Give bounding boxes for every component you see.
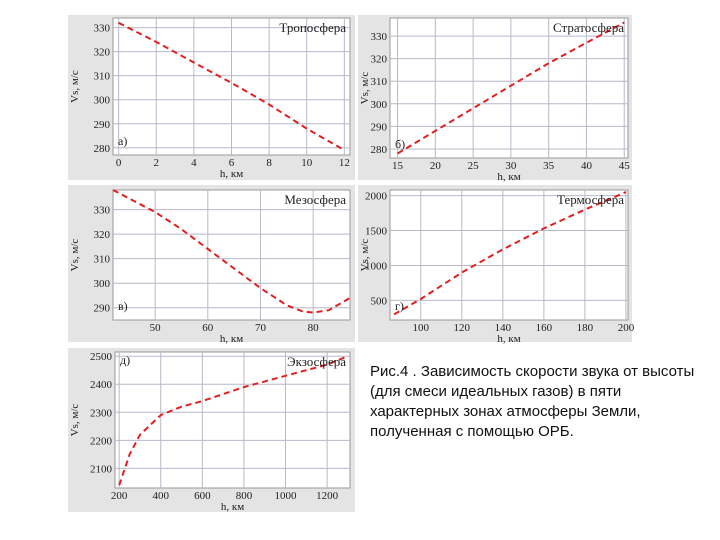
y-tick-label: 320: [94, 229, 111, 241]
x-tick-label: 12: [339, 157, 350, 169]
x-tick-label: 20: [430, 160, 442, 172]
x-tick-label: 160: [536, 322, 553, 334]
x-tick-label: 35: [543, 160, 555, 172]
y-tick-label: 290: [94, 119, 111, 131]
y-tick-label: 320: [94, 47, 111, 59]
x-tick-label: 80: [308, 322, 320, 334]
y-axis-label: Vs, м/с: [69, 239, 81, 272]
chart-title: Термосфера: [557, 192, 624, 207]
x-axis-label: h, км: [497, 333, 520, 345]
y-tick-label: 330: [371, 31, 388, 43]
chart-title: Экзосфера: [287, 354, 346, 369]
panel-label: в): [118, 299, 128, 313]
y-tick-label: 2500: [90, 351, 113, 363]
data-line: [118, 21, 345, 152]
x-tick-label: 8: [266, 157, 272, 169]
y-axis-label: Vs, м/с: [359, 239, 371, 272]
x-axis-label: h, км: [220, 168, 243, 180]
y-tick-label: 310: [371, 76, 388, 88]
y-tick-label: 1500: [365, 226, 388, 238]
x-tick-label: 2: [154, 157, 160, 169]
y-tick-label: 2400: [90, 379, 113, 391]
y-tick-label: 290: [94, 303, 111, 315]
data-line: [393, 191, 627, 316]
x-tick-label: 200: [111, 490, 128, 502]
x-tick-label: 40: [581, 160, 593, 172]
x-tick-label: 100: [413, 322, 430, 334]
y-tick-label: 2200: [90, 435, 113, 447]
x-tick-label: 800: [236, 490, 253, 502]
plot-area: [389, 189, 629, 321]
panel-label: б): [395, 137, 405, 151]
x-tick-label: 1000: [275, 490, 298, 502]
x-tick-label: 400: [153, 490, 170, 502]
x-tick-label: 6: [229, 157, 235, 169]
x-tick-label: 140: [495, 322, 512, 334]
panel-label: а): [118, 134, 127, 148]
x-tick-label: 15: [392, 160, 404, 172]
y-tick-label: 500: [371, 295, 388, 307]
data-line: [112, 189, 351, 314]
data-line: [118, 355, 349, 486]
y-axis-label: Vs, м/с: [359, 72, 371, 105]
x-tick-label: 1200: [316, 490, 339, 502]
x-axis-label: h, км: [497, 171, 520, 183]
x-axis-label: h, км: [220, 333, 243, 345]
y-tick-label: 290: [371, 121, 388, 133]
caption: Рис.4 . Зависимость скорости звука от вы…: [370, 363, 695, 440]
x-tick-label: 600: [194, 490, 211, 502]
plot-area: [114, 351, 351, 489]
x-tick-label: 50: [150, 322, 162, 334]
x-tick-label: 200: [618, 322, 635, 334]
x-axis-label: h, км: [221, 501, 244, 513]
x-tick-label: 120: [454, 322, 471, 334]
y-tick-label: 300: [371, 99, 388, 111]
y-tick-label: 300: [94, 95, 111, 107]
chart-title: Тропосфера: [279, 20, 346, 35]
y-tick-label: 300: [94, 278, 111, 290]
x-tick-label: 45: [619, 160, 631, 172]
y-tick-label: 280: [94, 143, 111, 155]
chart-title: Мезосфера: [284, 192, 346, 207]
data-line: [397, 21, 625, 155]
chart-title: Стратосфера: [553, 20, 624, 35]
x-tick-label: 0: [116, 157, 122, 169]
y-tick-label: 1000: [365, 260, 388, 272]
y-tick-label: 2300: [90, 407, 113, 419]
y-tick-label: 280: [371, 144, 388, 156]
y-tick-label: 2100: [90, 463, 113, 475]
y-tick-label: 330: [94, 205, 111, 217]
y-tick-label: 320: [371, 54, 388, 66]
y-axis-label: Vs, м/с: [69, 404, 81, 437]
x-tick-label: 10: [301, 157, 313, 169]
x-tick-label: 180: [577, 322, 594, 334]
panel-label: д): [120, 353, 130, 367]
x-tick-label: 60: [202, 322, 214, 334]
y-axis-label: Vs, м/с: [69, 70, 81, 103]
x-tick-label: 4: [191, 157, 197, 169]
panel-label: г): [395, 299, 404, 313]
y-tick-label: 310: [94, 71, 111, 83]
y-tick-label: 310: [94, 254, 111, 266]
x-tick-label: 30: [505, 160, 517, 172]
y-tick-label: 2000: [365, 191, 388, 203]
x-tick-label: 70: [255, 322, 267, 334]
x-tick-label: 25: [468, 160, 480, 172]
y-tick-label: 330: [94, 23, 111, 35]
